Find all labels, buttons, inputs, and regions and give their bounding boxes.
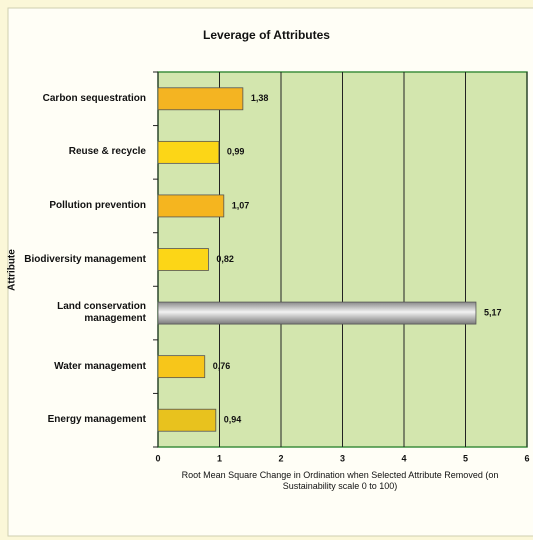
x-tick-label: 6 [524,453,529,463]
x-axis-title: Root Mean Square Change in Ordination wh… [181,470,499,491]
bar [157,301,477,325]
data-label: 1,38 [251,93,269,103]
bar [157,408,217,432]
data-label: 0,82 [216,254,234,264]
data-label: 0,99 [227,147,245,157]
y-tick-label: Carbon sequestration [42,92,146,104]
bar [157,194,225,218]
x-tick-label: 5 [463,453,468,463]
chart-title: Leverage of Attributes [203,28,330,42]
y-tick-label: Biodiversity management [24,253,146,265]
data-label: 5,17 [484,307,502,317]
bar [157,140,220,164]
x-tick-label: 0 [155,453,160,463]
bar [157,355,206,379]
data-label: 0,94 [224,415,242,425]
y-tick-label: Reuse & recycle [68,146,146,158]
bar [157,248,209,271]
x-tick-label: 1 [217,453,222,463]
y-tick-label: Energy management [47,414,146,426]
bar [157,87,244,111]
x-tick-label: 4 [401,453,406,463]
y-tick-label: Land conservation management [57,301,146,325]
x-tick-label: 2 [278,453,283,463]
data-label: 1,07 [232,200,250,210]
y-tick-label: Water management [54,360,146,372]
data-label: 0,76 [213,361,231,371]
x-tick-label: 3 [340,453,345,463]
y-tick-label: Pollution prevention [49,199,146,211]
